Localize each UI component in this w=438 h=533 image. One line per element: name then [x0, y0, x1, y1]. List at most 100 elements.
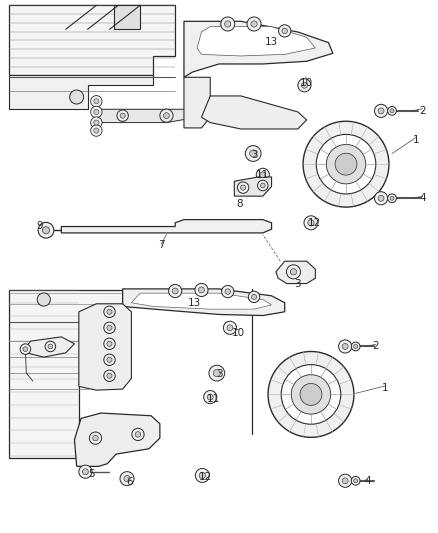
Circle shape [20, 344, 31, 354]
Text: 13: 13 [188, 298, 201, 308]
Circle shape [335, 153, 357, 175]
Circle shape [308, 220, 314, 226]
Circle shape [223, 321, 237, 334]
Text: 5: 5 [88, 470, 95, 479]
Circle shape [213, 369, 220, 377]
Circle shape [250, 150, 257, 157]
Circle shape [225, 289, 230, 294]
Circle shape [388, 194, 396, 203]
Circle shape [104, 338, 115, 350]
Circle shape [237, 182, 249, 193]
Circle shape [291, 375, 331, 414]
Circle shape [339, 340, 352, 353]
Circle shape [281, 365, 341, 424]
Text: 9: 9 [36, 221, 43, 231]
Circle shape [45, 341, 56, 352]
Circle shape [378, 195, 384, 201]
Text: 1: 1 [413, 135, 420, 144]
Text: 11: 11 [256, 170, 269, 180]
Circle shape [374, 104, 388, 117]
Text: 2: 2 [372, 342, 379, 351]
Circle shape [42, 227, 49, 234]
Circle shape [198, 287, 205, 293]
Circle shape [91, 117, 102, 128]
Circle shape [221, 17, 235, 31]
Text: 1: 1 [382, 383, 389, 393]
Polygon shape [79, 304, 131, 390]
Circle shape [82, 469, 88, 475]
Text: 11: 11 [207, 394, 220, 403]
Circle shape [163, 112, 170, 119]
Circle shape [89, 432, 102, 445]
Circle shape [107, 357, 112, 362]
Text: 3: 3 [251, 150, 258, 159]
Polygon shape [9, 75, 153, 109]
Circle shape [342, 343, 348, 350]
Text: 10: 10 [300, 78, 313, 87]
Circle shape [354, 344, 357, 349]
Polygon shape [123, 289, 285, 316]
Text: 3: 3 [215, 369, 223, 379]
Circle shape [227, 325, 233, 331]
Polygon shape [184, 77, 210, 128]
Circle shape [94, 109, 99, 115]
Circle shape [251, 21, 257, 27]
Circle shape [48, 344, 53, 349]
Text: 3: 3 [294, 279, 301, 288]
Circle shape [93, 435, 98, 441]
Circle shape [91, 95, 102, 107]
Polygon shape [96, 109, 197, 123]
Polygon shape [9, 290, 123, 458]
Text: 10: 10 [232, 328, 245, 338]
Circle shape [268, 351, 354, 438]
Circle shape [104, 322, 115, 334]
Circle shape [107, 325, 112, 330]
Text: 7: 7 [158, 240, 165, 250]
Circle shape [94, 99, 99, 104]
Circle shape [160, 109, 173, 122]
Circle shape [301, 82, 307, 88]
Circle shape [132, 428, 144, 441]
Text: 12: 12 [308, 218, 321, 228]
Circle shape [172, 288, 178, 294]
Circle shape [124, 475, 130, 482]
Circle shape [94, 120, 99, 125]
Circle shape [240, 185, 246, 190]
Circle shape [286, 265, 300, 279]
Circle shape [261, 183, 265, 188]
Circle shape [390, 196, 394, 200]
Polygon shape [74, 413, 160, 466]
Circle shape [390, 109, 394, 113]
Circle shape [279, 25, 291, 37]
Circle shape [199, 472, 205, 479]
Circle shape [104, 370, 115, 382]
Circle shape [378, 108, 384, 114]
Text: 13: 13 [265, 37, 278, 46]
Circle shape [104, 354, 115, 366]
Circle shape [23, 347, 28, 351]
Circle shape [117, 110, 128, 122]
Circle shape [135, 432, 141, 437]
Text: 6: 6 [126, 478, 133, 487]
Circle shape [120, 113, 125, 118]
Circle shape [342, 478, 348, 484]
Text: 4: 4 [364, 476, 371, 486]
Polygon shape [114, 5, 140, 29]
Circle shape [225, 21, 231, 27]
Circle shape [298, 79, 311, 92]
Polygon shape [22, 337, 74, 357]
Circle shape [245, 146, 261, 161]
Polygon shape [201, 96, 307, 129]
Circle shape [282, 28, 287, 34]
Polygon shape [276, 261, 315, 284]
Text: 12: 12 [198, 472, 212, 482]
Circle shape [195, 469, 209, 482]
Circle shape [258, 180, 268, 191]
Circle shape [354, 479, 357, 483]
Circle shape [290, 269, 297, 275]
Circle shape [388, 107, 396, 115]
Polygon shape [131, 293, 272, 309]
Circle shape [251, 294, 257, 300]
Circle shape [351, 477, 360, 485]
Circle shape [326, 144, 366, 184]
